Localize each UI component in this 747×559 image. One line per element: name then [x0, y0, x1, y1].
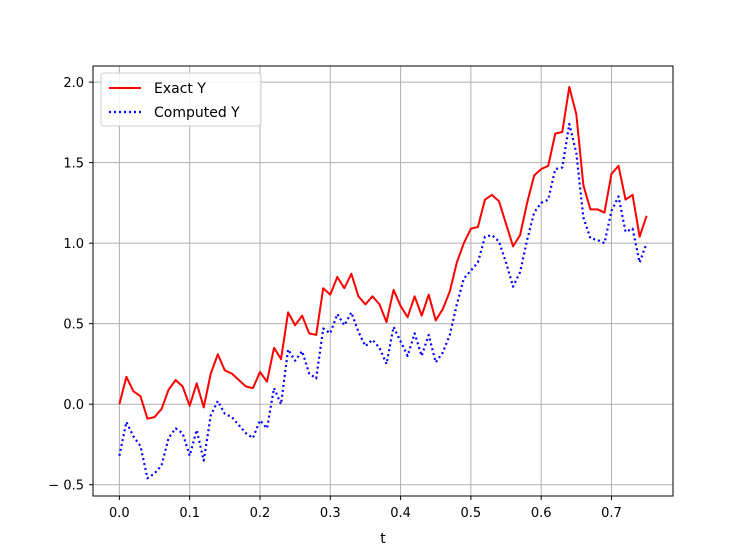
- x-tick-label: 0.5: [461, 506, 482, 521]
- x-tick-label: 0.1: [179, 506, 200, 521]
- legend: Exact Y Computed Y: [100, 72, 262, 127]
- legend-label-computed-y: Computed Y: [154, 105, 240, 121]
- x-tick-label: 0.2: [250, 506, 271, 521]
- y-tick-label: 1.0: [63, 237, 84, 252]
- legend-label-exact-y: Exact Y: [154, 81, 206, 97]
- series-layer: [118, 85, 648, 480]
- series-line-exact-y: [118, 85, 648, 420]
- x-tick-label: 0.3: [320, 506, 341, 521]
- x-tick-label: 0.0: [109, 506, 130, 521]
- x-tick-label: 0.6: [531, 506, 552, 521]
- y-tick-label: 0.5: [63, 318, 84, 333]
- x-tick-label: 0.7: [601, 506, 622, 521]
- y-tick-label: 1.5: [63, 157, 84, 172]
- plot-frame: [92, 65, 674, 497]
- x-axis-label: t: [380, 531, 386, 547]
- x-tick-label: 0.4: [390, 506, 411, 521]
- x-axis-ticks: 0.0 0.1 0.2 0.3 0.4 0.5 0.6 0.7: [109, 496, 622, 521]
- y-tick-label: 0.0: [63, 398, 84, 413]
- grid-lines: [93, 66, 673, 496]
- y-tick-label: 2.0: [63, 76, 84, 91]
- y-axis-ticks: − 0.5 0.0 0.5 1.0 1.5 2.0: [48, 76, 93, 494]
- y-tick-label: − 0.5: [48, 479, 84, 494]
